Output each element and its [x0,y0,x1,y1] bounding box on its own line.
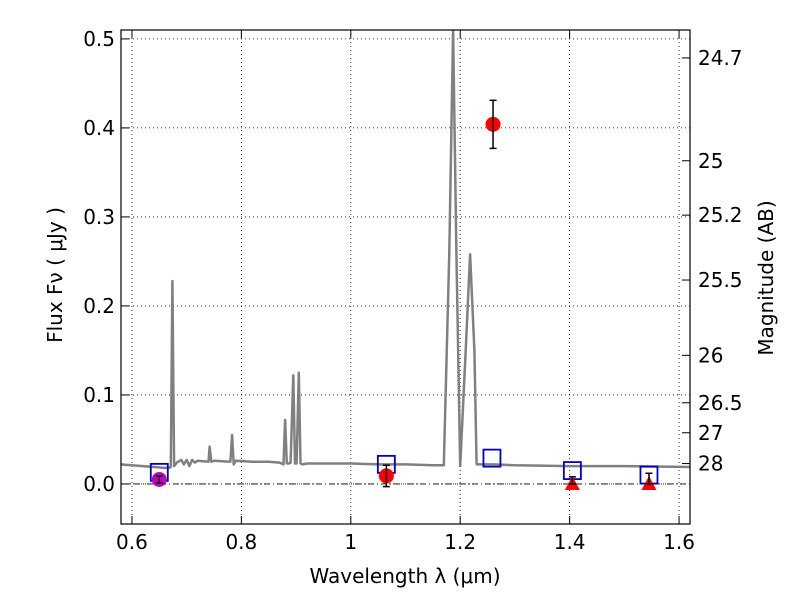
y2-tick-label: 25 [698,149,723,173]
y-tick-label: 0.3 [83,205,115,229]
y2-tick-label: 26 [698,343,723,367]
x-tick-label: 1.4 [554,530,586,554]
x-tick-label: 1 [344,530,357,554]
tick-labels: 0.6 0.8 1 1.2 1.4 1.6 0.0 0.1 0.2 0.3 0.4 0.5 24.7 25… [83,27,742,554]
x-axis-title: Wavelength λ (μm) [309,564,500,588]
y-tick-label: 0.4 [83,116,115,140]
x-tick-label: 1.2 [444,530,476,554]
model-spectrum-line [121,30,690,470]
y-tick-label: 0.1 [83,383,115,407]
y2-tick-label: 27 [698,421,723,445]
axes [120,29,691,525]
model-photometry-square [482,448,502,468]
y2-tick-label: 26.5 [698,391,743,415]
x-tick-label: 0.8 [225,530,257,554]
y-tick-label: 0.0 [83,472,115,496]
y-tick-label: 0.5 [83,27,115,51]
y2-tick-label: 25.5 [698,268,743,292]
axes-frame [120,29,691,525]
grid-lines [121,30,690,524]
x-tick-label: 0.6 [116,530,148,554]
y-axis-title: Flux Fν ( μJy ) [43,207,67,343]
y2-axis-title: Magnitude (AB) [754,200,778,355]
y-tick-label: 0.2 [83,294,115,318]
y2-tick-label: 25.2 [698,203,743,227]
plot-area [121,30,690,490]
x-tick-label: 1.6 [663,530,695,554]
y2-tick-label: 24.7 [698,46,743,70]
y2-tick-label: 28 [698,452,723,476]
